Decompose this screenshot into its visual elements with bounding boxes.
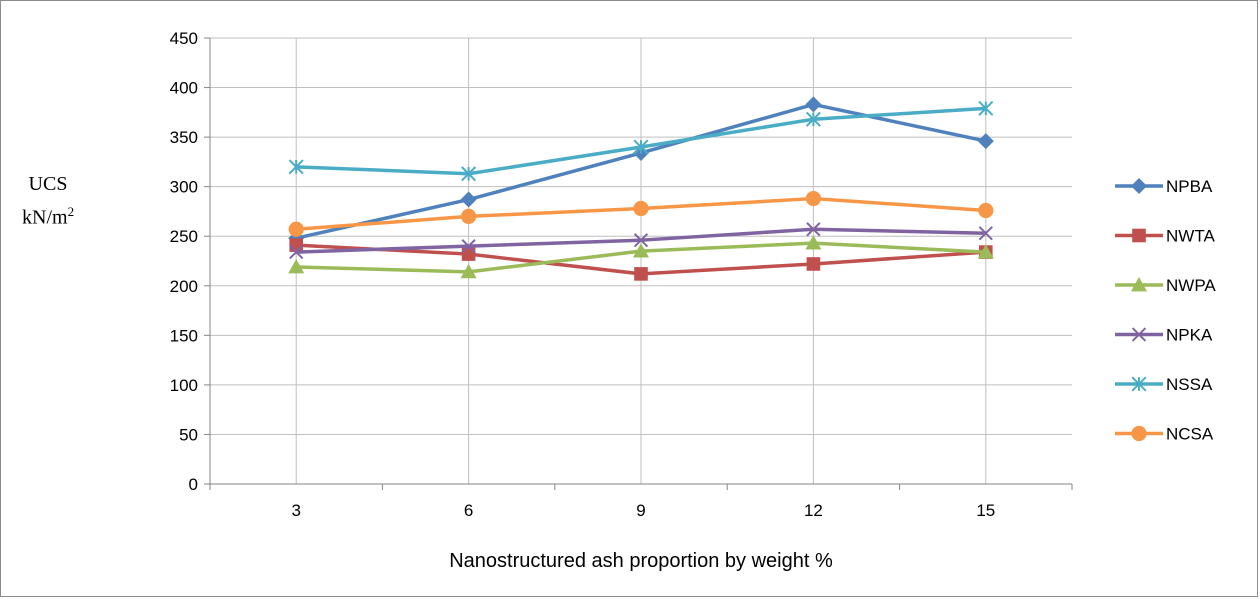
y-tick-label: 50 [179,425,198,444]
x-axis-title: Nanostructured ash proportion by weight … [449,550,833,572]
y-axis-unit: kN/m [22,206,68,229]
y-axis-label: UCS kN/m2 [22,171,74,232]
x-tick-label: 3 [291,501,300,520]
axes: 0 50 100 150 200 250 300 350 400 450 3 6 9 12 15 [170,29,1073,520]
gridlines [210,37,1072,484]
legend-label: NPBA [1166,177,1213,196]
legend-marker [1131,327,1147,342]
y-axis-unit-exponent: 2 [67,204,75,219]
legend-item-nssa: NSSA [1115,375,1213,394]
legend-label: NPKA [1166,326,1213,345]
data-point [805,190,822,207]
y-tick-label: 450 [170,29,198,48]
y-axis-label-line1: UCS [28,173,68,195]
x-tick-label: 6 [464,501,473,520]
legend-label: NWTA [1166,227,1215,246]
data-point [460,191,477,208]
data-point [805,96,822,113]
data-point [633,139,649,155]
series-ncsa [288,190,994,237]
y-tick-label: 0 [189,475,198,494]
legend-marker [1131,376,1147,392]
data-point [805,111,821,127]
legend-label: NCSA [1166,425,1214,444]
data-point [460,263,477,279]
data-point [461,239,476,254]
data-point [288,159,304,175]
y-tick-label: 250 [170,227,198,246]
data-point [978,100,994,116]
data-point [288,221,304,237]
legend-marker [1131,425,1147,442]
data-point [978,202,994,219]
legend-marker [1132,228,1146,243]
data-point [289,244,304,260]
legend-item-npba: NPBA [1115,177,1213,196]
y-tick-label: 100 [170,376,198,395]
legend-item-npka: NPKA [1115,326,1213,345]
legend: NPBA NWTA NWPA NPKA NSSA NCSA [1115,177,1216,444]
series-layer [288,96,994,281]
x-tick-label: 9 [636,501,645,520]
data-point [805,235,822,250]
series-npka [289,222,993,260]
y-tick-label: 300 [170,178,198,197]
data-point [633,233,649,248]
data-point [288,258,305,274]
data-point [977,244,994,259]
legend-label: NWPA [1166,276,1216,295]
legend-item-ncsa: NCSA [1115,425,1214,444]
legend-label: NSSA [1166,375,1213,394]
data-point [289,238,303,252]
series-nwpa [288,235,994,279]
data-point [461,166,477,182]
data-point [633,200,649,217]
x-tick-label: 12 [804,501,823,520]
data-point [806,222,821,237]
y-tick-label: 150 [170,326,198,345]
legend-item-nwpa: NWPA [1115,276,1216,295]
x-tick-label: 15 [976,501,995,520]
data-point [806,257,821,271]
y-tick-label: 350 [170,128,198,147]
data-point [461,208,477,224]
legend-marker [1131,178,1147,194]
data-point [978,226,993,241]
legend-marker [1131,277,1147,292]
y-tick-label: 200 [170,277,198,296]
data-point [461,247,476,261]
legend-item-nwta: NWTA [1115,227,1215,246]
data-point [977,133,994,150]
data-point [634,267,648,281]
series-nssa [288,100,994,182]
y-axis-label-line2: kN/m2 [22,198,74,232]
y-tick-label: 400 [170,79,198,98]
data-point [633,243,649,258]
